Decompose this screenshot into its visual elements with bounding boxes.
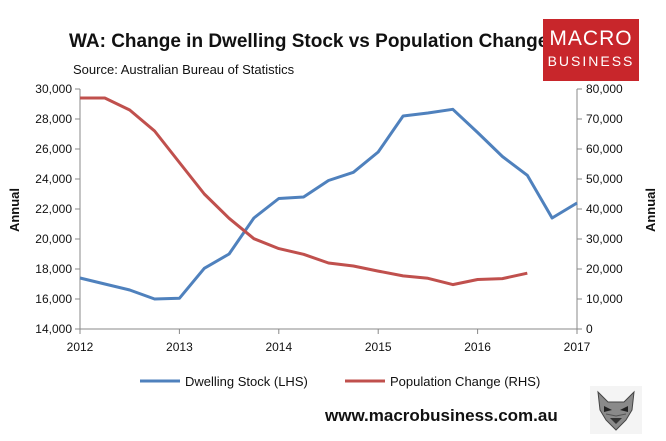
left-tick-label: 24,000 <box>35 172 72 186</box>
legend-label-dwelling: Dwelling Stock (LHS) <box>185 374 308 389</box>
left-tick-label: 28,000 <box>35 112 72 126</box>
logo-line-1: MACRO <box>549 27 633 50</box>
chart-source: Source: Australian Bureau of Statistics <box>73 62 295 77</box>
x-tick-label: 2016 <box>464 340 491 354</box>
legend: Dwelling Stock (LHS) Population Change (… <box>140 374 540 389</box>
y-axis-left-label: Annual <box>7 188 22 232</box>
right-axis-ticks: 0 10,000 20,000 30,000 40,000 50,000 60,000 70,… <box>577 82 623 336</box>
series-layer <box>79 96 578 301</box>
right-tick-label: 0 <box>586 322 593 336</box>
left-tick-label: 22,000 <box>35 202 72 216</box>
left-axis-ticks: 14,000 16,000 18,000 20,000 22,000 24,000 26,0… <box>35 82 80 336</box>
x-axis-ticks: 2012 2013 2014 2015 2016 2017 <box>67 329 591 354</box>
right-tick-label: 60,000 <box>586 142 623 156</box>
series-line-dwelling-stock <box>79 107 578 301</box>
left-tick-label: 30,000 <box>35 82 72 96</box>
x-tick-label: 2013 <box>166 340 193 354</box>
right-tick-label: 50,000 <box>586 172 623 186</box>
left-tick-label: 16,000 <box>35 292 72 306</box>
y-axis-right-label: Annual <box>643 188 658 232</box>
series-line-population-change <box>80 96 528 287</box>
right-tick-label: 70,000 <box>586 112 623 126</box>
logo-line-2: BUSINESS <box>547 53 635 69</box>
axes <box>79 89 578 330</box>
wolf-mascot-icon <box>590 386 642 434</box>
x-tick-label: 2012 <box>67 340 94 354</box>
x-tick-label: 2015 <box>365 340 392 354</box>
right-tick-label: 10,000 <box>586 292 623 306</box>
right-tick-label: 80,000 <box>586 82 623 96</box>
right-tick-label: 20,000 <box>586 262 623 276</box>
website-url: www.macrobusiness.com.au <box>325 406 558 425</box>
left-tick-label: 18,000 <box>35 262 72 276</box>
left-tick-label: 20,000 <box>35 232 72 246</box>
legend-label-population: Population Change (RHS) <box>390 374 540 389</box>
macrobusiness-logo: MACRO BUSINESS <box>543 19 639 81</box>
right-tick-label: 40,000 <box>586 202 623 216</box>
left-tick-label: 14,000 <box>35 322 72 336</box>
x-tick-label: 2017 <box>564 340 591 354</box>
x-tick-label: 2014 <box>265 340 292 354</box>
left-tick-label: 26,000 <box>35 142 72 156</box>
chart-title: WA: Change in Dwelling Stock vs Populati… <box>69 31 549 52</box>
right-tick-label: 30,000 <box>586 232 623 246</box>
